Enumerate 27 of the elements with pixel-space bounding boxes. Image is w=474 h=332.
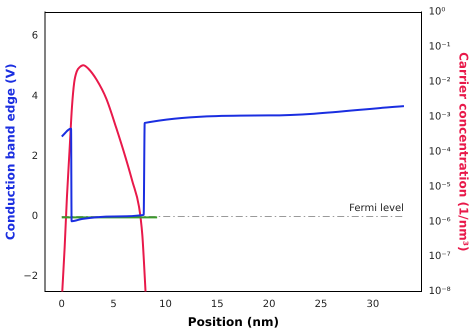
y-tick-label: −2 [23, 271, 38, 282]
y-tick-label: 4 [32, 90, 38, 102]
x-tick-label: 0 [58, 299, 65, 310]
y2-tick-label: 10⁻⁷ [428, 251, 451, 262]
ref-line-label: Fermi level [349, 203, 404, 214]
y2-tick-label: 10⁰ [428, 6, 446, 18]
x-tick-label: 15 [210, 299, 224, 310]
y-tick-label: 2 [32, 150, 38, 162]
y2-axis-title: Carrier concentration (1/nm³) [456, 52, 471, 252]
x-tick-label: 25 [314, 299, 328, 310]
x-axis-title: Position (nm) [188, 314, 279, 329]
x-tick-label: 10 [159, 299, 172, 310]
x-tick-label: 30 [366, 299, 380, 310]
y-tick-label: 6 [32, 30, 38, 42]
line-series [60, 105, 405, 222]
y2-tick-label: 10⁻⁶ [428, 216, 451, 228]
y2-tick-label: 10⁻¹ [428, 42, 451, 53]
line-series [61, 64, 147, 292]
y-tick-label: 0 [32, 211, 38, 222]
y2-tick-label: 10⁻⁵ [428, 181, 451, 192]
y-axis-title: Conduction band edge (V) [3, 64, 18, 240]
y2-tick-label: 10⁻⁸ [428, 286, 451, 298]
y2-tick-label: 10⁻⁴ [428, 146, 451, 158]
y2-tick-label: 10⁻² [428, 76, 451, 88]
y2-tick-label: 10⁻³ [428, 111, 451, 122]
x-tick-label: 5 [110, 299, 117, 310]
x-tick-label: 20 [262, 299, 276, 310]
